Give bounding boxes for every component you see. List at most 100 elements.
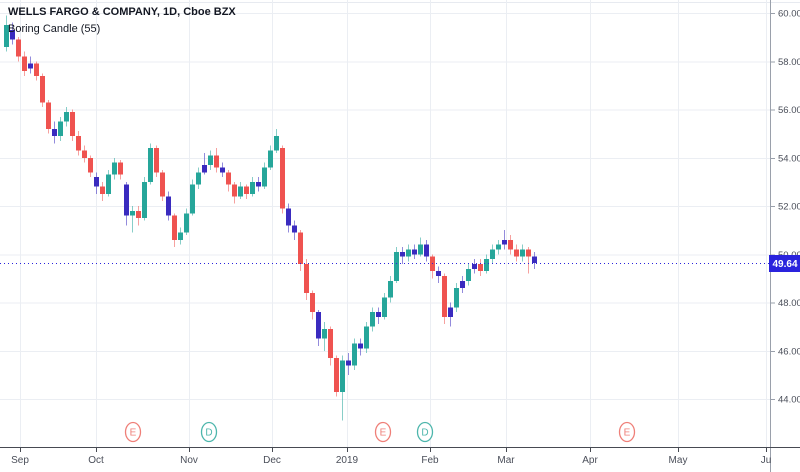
candle[interactable] (16, 39, 21, 57)
candle[interactable] (400, 251, 405, 257)
candle[interactable] (112, 162, 117, 175)
candle[interactable] (166, 196, 171, 216)
candle[interactable] (190, 184, 195, 214)
candle[interactable] (304, 263, 309, 293)
candle[interactable] (178, 232, 183, 240)
candle[interactable] (532, 256, 537, 263)
candle[interactable] (202, 165, 207, 173)
candle[interactable] (142, 181, 147, 219)
candle[interactable] (460, 280, 465, 289)
candle[interactable] (88, 157, 93, 173)
symbol-title[interactable]: WELLS FARGO & COMPANY, 1D, Cboe BZX (8, 6, 236, 18)
candle[interactable] (370, 312, 375, 327)
candle[interactable] (238, 186, 243, 197)
candle[interactable] (364, 326, 369, 349)
candle[interactable] (520, 249, 525, 257)
candle[interactable] (124, 184, 129, 216)
candle[interactable] (58, 121, 63, 137)
candle[interactable] (442, 275, 447, 318)
candle[interactable] (310, 292, 315, 313)
candle[interactable] (508, 239, 513, 250)
candle[interactable] (262, 167, 267, 187)
candle[interactable] (346, 360, 351, 366)
candle[interactable] (70, 111, 75, 137)
candle[interactable] (232, 184, 237, 197)
candle[interactable] (160, 172, 165, 197)
candle[interactable] (244, 186, 249, 194)
earnings-marker-icon[interactable] (374, 421, 392, 443)
candle[interactable] (280, 148, 285, 209)
event-marker-label: E (380, 428, 387, 439)
candle[interactable] (340, 360, 345, 392)
candle[interactable] (130, 210, 135, 216)
candle[interactable] (448, 307, 453, 318)
candle[interactable] (28, 63, 33, 69)
candle[interactable] (496, 244, 501, 250)
candle[interactable] (46, 102, 51, 129)
candle[interactable] (196, 172, 201, 185)
candle[interactable] (514, 249, 519, 257)
candle[interactable] (10, 29, 15, 40)
candle[interactable] (154, 148, 159, 173)
indicator-label[interactable]: Boring Candle (55) (8, 23, 101, 35)
candle[interactable] (82, 150, 87, 158)
chart-legend: WELLS FARGO & COMPANY, 1D, Cboe BZX Bori… (8, 5, 236, 37)
candle[interactable] (316, 312, 321, 339)
candle[interactable] (424, 244, 429, 257)
last-price-label: 49.64 (772, 259, 797, 270)
candle[interactable] (250, 181, 255, 194)
candle[interactable] (118, 162, 123, 175)
candle[interactable] (172, 215, 177, 240)
dividend-marker-icon[interactable] (200, 421, 218, 443)
candle[interactable] (376, 312, 381, 318)
candle[interactable] (64, 111, 69, 122)
candle[interactable] (4, 25, 9, 47)
candle[interactable] (268, 150, 273, 168)
candle[interactable] (256, 181, 261, 187)
candle[interactable] (106, 174, 111, 194)
candle[interactable] (136, 210, 141, 219)
candle[interactable] (292, 225, 297, 233)
candle[interactable] (214, 155, 219, 168)
candle[interactable] (52, 128, 57, 137)
candle[interactable] (412, 249, 417, 255)
candle[interactable] (322, 329, 327, 339)
last-price-label-box[interactable] (769, 255, 800, 272)
candle[interactable] (286, 208, 291, 226)
candle[interactable] (328, 329, 333, 359)
candle[interactable] (100, 186, 105, 194)
candle[interactable] (94, 177, 99, 187)
candle[interactable] (220, 167, 225, 173)
candle[interactable] (34, 63, 39, 76)
candle[interactable] (418, 244, 423, 255)
candle[interactable] (454, 288, 459, 308)
candle[interactable] (148, 148, 153, 182)
candle[interactable] (490, 249, 495, 260)
candle[interactable] (352, 343, 357, 366)
candle[interactable] (388, 280, 393, 298)
candle[interactable] (394, 251, 399, 281)
candle[interactable] (208, 155, 213, 166)
candle[interactable] (40, 75, 45, 103)
candle[interactable] (436, 271, 441, 276)
candle[interactable] (226, 172, 231, 185)
candle[interactable] (334, 358, 339, 392)
candle[interactable] (76, 136, 81, 151)
candle[interactable] (466, 268, 471, 281)
candle[interactable] (478, 263, 483, 272)
dividend-marker-icon[interactable] (416, 421, 434, 443)
candle[interactable] (484, 259, 489, 272)
candle[interactable] (472, 263, 477, 269)
candle[interactable] (502, 239, 507, 245)
candle[interactable] (184, 213, 189, 233)
earnings-marker-icon[interactable] (124, 421, 142, 443)
candle[interactable] (526, 249, 531, 257)
candle[interactable] (274, 136, 279, 151)
candle[interactable] (298, 232, 303, 264)
candle[interactable] (406, 249, 411, 257)
candle[interactable] (22, 56, 27, 71)
candle[interactable] (358, 343, 363, 349)
earnings-marker-icon[interactable] (618, 421, 636, 443)
candle[interactable] (382, 297, 387, 318)
